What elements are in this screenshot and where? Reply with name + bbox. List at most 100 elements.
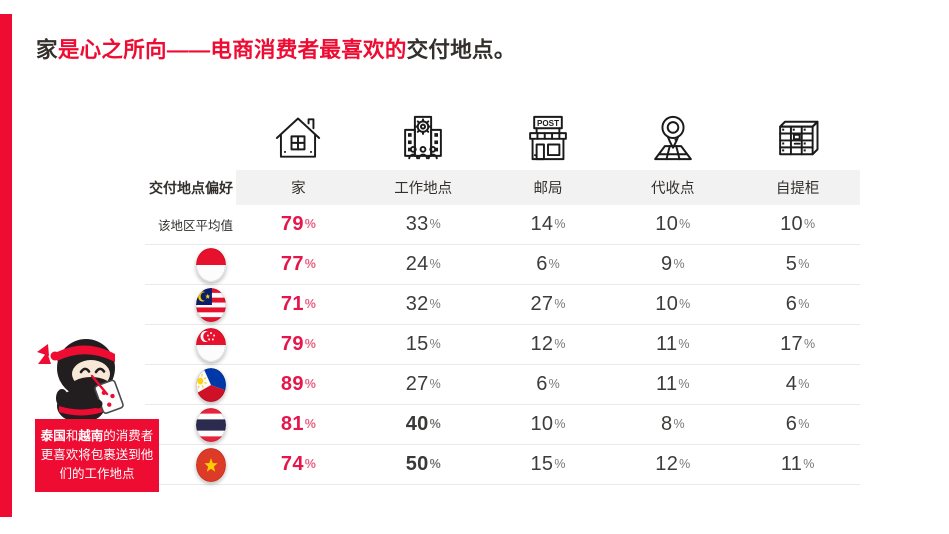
vietnam-flag-icon xyxy=(196,447,226,482)
value-number: 24 xyxy=(405,253,429,275)
value-number: 50 xyxy=(405,453,429,475)
parcel-locker-icon xyxy=(778,120,819,156)
value-number: 81 xyxy=(280,413,304,435)
percent-sign: % xyxy=(429,257,441,271)
percent-sign: % xyxy=(554,217,566,231)
value-number: 89 xyxy=(280,373,304,395)
value-cell: 8% xyxy=(610,413,735,436)
annotation-callout: 泰国和越南的消费者更喜欢将包裹送到他们的工作地点 xyxy=(35,419,159,492)
percent-sign: % xyxy=(798,257,810,271)
value-cell: 50% xyxy=(361,453,486,476)
value-cell: 5% xyxy=(735,253,860,276)
icon-cell-home xyxy=(236,104,361,168)
value-cell: 74% xyxy=(236,453,361,476)
column-header-collection-point: 代收点 xyxy=(651,181,695,197)
percent-sign: % xyxy=(679,297,691,311)
value-number: 4 xyxy=(785,373,798,395)
row-flag-cell xyxy=(145,445,236,484)
indonesia-flag-icon xyxy=(196,247,226,282)
percent-sign: % xyxy=(679,217,691,231)
value-cell: 6% xyxy=(486,373,611,396)
percent-sign: % xyxy=(548,377,560,391)
value-cell: 71% xyxy=(236,293,361,316)
percent-sign: % xyxy=(554,417,566,431)
value-cell: 10% xyxy=(610,293,735,316)
value-number: 74 xyxy=(280,453,304,475)
percent-sign: % xyxy=(304,297,316,311)
percent-sign: % xyxy=(429,297,441,311)
value-cell: 79% xyxy=(236,333,361,356)
home-icon xyxy=(276,117,321,158)
value-cell: 15% xyxy=(486,453,611,476)
row-flag-cell xyxy=(145,405,236,444)
value-cell: 12% xyxy=(486,333,611,356)
singapore-flag-icon xyxy=(196,327,226,362)
percent-sign: % xyxy=(803,337,816,351)
callout-vietnam: 越南 xyxy=(78,429,104,443)
percent-sign: % xyxy=(673,257,685,271)
value-number: 10 xyxy=(530,413,554,435)
table-row-thailand: 81% 40% 10% 8% 6% xyxy=(145,405,860,445)
value-number: 14 xyxy=(530,213,554,235)
column-header-post-office: 邮局 xyxy=(533,181,563,197)
value-number: 15 xyxy=(405,333,429,355)
row-flag-cell xyxy=(145,325,236,364)
value-number: 10 xyxy=(655,293,679,315)
percent-sign: % xyxy=(548,257,560,271)
value-number: 10 xyxy=(780,213,803,235)
value-number: 71 xyxy=(280,293,304,315)
value-number: 11 xyxy=(780,453,803,475)
value-cell: 27% xyxy=(486,293,611,316)
page-title: 家是心之所向——电商消费者最喜欢的交付地点。 xyxy=(36,33,516,64)
value-number: 27 xyxy=(530,293,554,315)
value-number: 5 xyxy=(785,253,798,275)
callout-rest: 的消费者更喜欢将包裹送到他们的工作地点 xyxy=(40,429,154,481)
value-cell: 4% xyxy=(735,373,860,396)
column-header-workplace: 工作地点 xyxy=(394,181,453,197)
value-cell: 10% xyxy=(735,213,860,236)
percent-sign: % xyxy=(803,457,815,471)
table-row-philippines: 89% 27% 6% 11% 4% xyxy=(145,365,860,405)
value-number: 10 xyxy=(655,213,679,235)
value-cell: 14% xyxy=(486,213,611,236)
value-cell: 89% xyxy=(236,373,361,396)
preference-table: POST xyxy=(145,104,860,485)
regional-average-label: 该地区平均值 xyxy=(157,219,233,233)
value-number: 12 xyxy=(530,333,554,355)
icon-cell-parcel-locker xyxy=(735,104,860,168)
percent-sign: % xyxy=(798,417,810,431)
malaysia-flag-icon xyxy=(196,287,226,322)
post-office-icon: POST xyxy=(529,115,567,161)
collection-point-icon xyxy=(653,115,692,161)
percent-sign: % xyxy=(678,377,690,391)
percent-sign: % xyxy=(554,457,566,471)
value-cell: 33% xyxy=(361,213,486,236)
percent-sign: % xyxy=(798,377,810,391)
icon-cell-collection-point xyxy=(610,104,735,168)
column-header-row: 交付地点偏好 家 工作地点 邮局 代收点 自提柜 xyxy=(145,170,860,205)
column-header-home: 家 xyxy=(291,181,306,197)
thailand-flag-icon xyxy=(196,407,226,442)
value-cell: 10% xyxy=(486,413,611,436)
value-number: 6 xyxy=(536,373,548,395)
table-row-malaysia: 71% 32% 27% 10% 6% xyxy=(145,285,860,325)
value-cell: 6% xyxy=(735,413,860,436)
percent-sign: % xyxy=(679,457,691,471)
percent-sign: % xyxy=(304,457,316,471)
value-number: 77 xyxy=(280,253,304,275)
value-number: 79 xyxy=(280,333,304,355)
percent-sign: % xyxy=(429,217,441,231)
percent-sign: % xyxy=(678,337,690,351)
row-flag-cell xyxy=(145,245,236,284)
table-row-indonesia: 77% 24% 6% 9% 5% xyxy=(145,245,860,285)
value-cell: 11% xyxy=(735,453,860,476)
percent-sign: % xyxy=(798,297,810,311)
percent-sign: % xyxy=(304,377,316,391)
value-number: 11 xyxy=(656,373,678,395)
post-sign-text: POST xyxy=(537,119,559,128)
table-row-regional-average: 该地区平均值 79% 33% 14% 10% 10% xyxy=(145,205,860,245)
workplace-icon xyxy=(404,115,443,160)
value-cell: 11% xyxy=(610,333,735,356)
percent-sign: % xyxy=(554,337,566,351)
percent-sign: % xyxy=(304,337,316,351)
